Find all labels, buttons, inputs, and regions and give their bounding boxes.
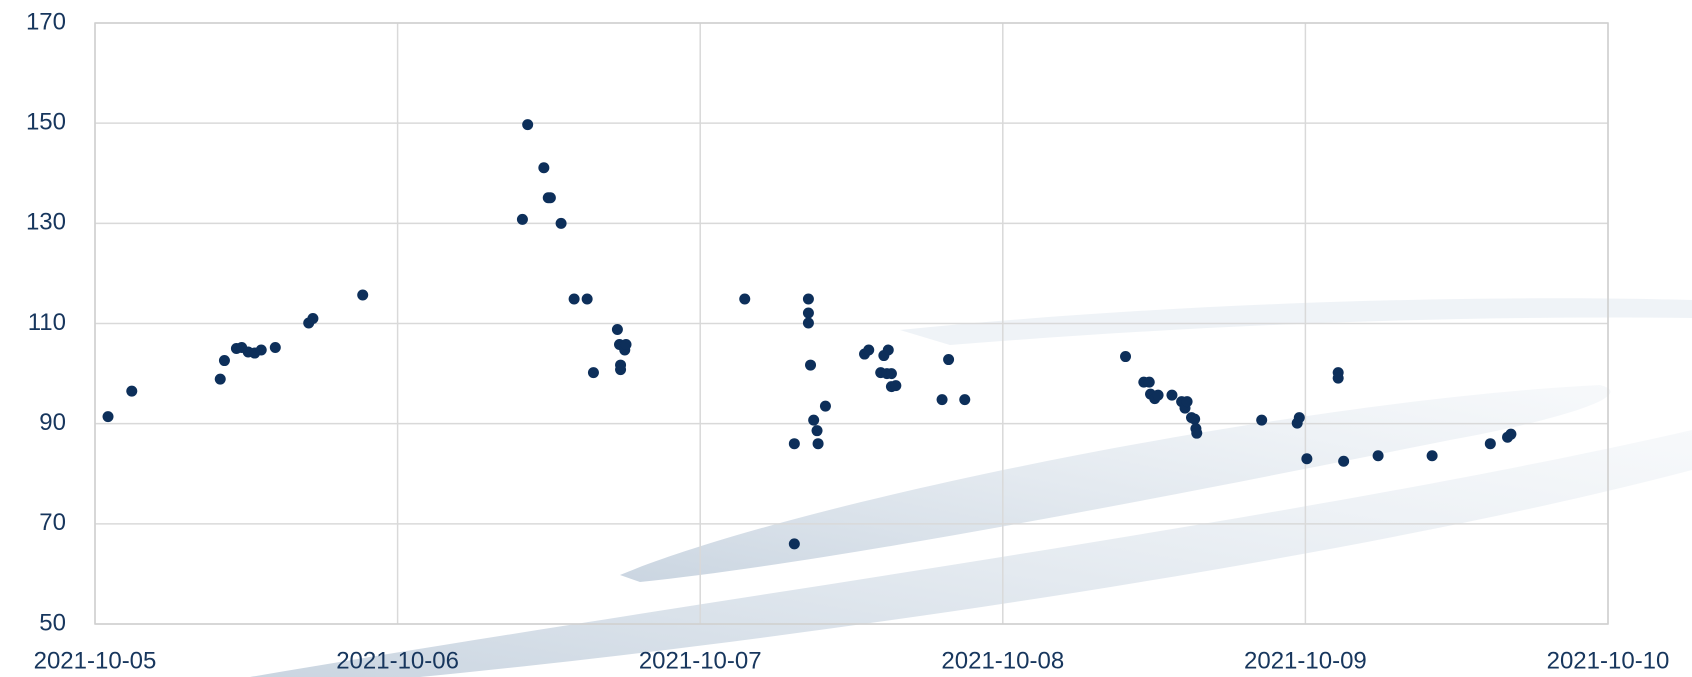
point xyxy=(789,538,800,549)
point xyxy=(1333,373,1344,384)
point xyxy=(890,380,901,391)
point xyxy=(803,293,814,304)
point xyxy=(538,162,549,173)
point xyxy=(517,214,528,225)
point xyxy=(126,386,137,397)
point xyxy=(959,394,970,405)
point xyxy=(886,368,897,379)
point xyxy=(103,411,114,422)
x-tick-label: 2021-10-07 xyxy=(639,647,762,674)
point xyxy=(808,415,819,426)
point xyxy=(805,360,816,371)
point xyxy=(1120,351,1131,362)
point xyxy=(1294,412,1305,423)
point xyxy=(803,307,814,318)
y-tick-label: 50 xyxy=(39,609,66,636)
point xyxy=(1166,390,1177,401)
y-tick-label: 70 xyxy=(39,509,66,536)
point xyxy=(582,293,593,304)
point xyxy=(1505,429,1516,440)
point xyxy=(1485,438,1496,449)
point xyxy=(1153,390,1164,401)
point xyxy=(1373,450,1384,461)
point xyxy=(1256,415,1267,426)
point xyxy=(1182,396,1193,407)
point xyxy=(615,364,626,375)
point xyxy=(943,354,954,365)
point xyxy=(739,293,750,304)
point xyxy=(883,345,894,356)
point xyxy=(812,425,823,436)
point xyxy=(612,324,623,335)
point xyxy=(1338,456,1349,467)
point xyxy=(1144,377,1155,388)
y-tick-label: 150 xyxy=(26,109,66,136)
point xyxy=(307,313,318,324)
y-tick-label: 90 xyxy=(39,409,66,436)
chart: 50 70 90 110 130 150 170 2021-10-05 2021-10-06 20… xyxy=(0,0,1692,677)
x-tick-label: 2021-10-08 xyxy=(941,647,1064,674)
point xyxy=(1301,453,1312,464)
y-tick-label: 110 xyxy=(28,309,66,336)
background-swoosh xyxy=(900,298,1692,345)
point xyxy=(813,438,824,449)
point xyxy=(219,355,230,366)
point xyxy=(270,342,281,353)
point xyxy=(937,394,948,405)
point xyxy=(522,119,533,130)
point xyxy=(863,345,874,356)
x-tick-label: 2021-10-06 xyxy=(336,647,459,674)
point xyxy=(820,401,831,412)
point xyxy=(803,317,814,328)
x-tick-label: 2021-10-05 xyxy=(34,647,157,674)
point xyxy=(357,289,368,300)
y-tick-label: 130 xyxy=(26,209,66,236)
point xyxy=(588,367,599,378)
x-tick-label: 2021-10-10 xyxy=(1547,647,1670,674)
point xyxy=(621,339,632,350)
point xyxy=(215,374,226,385)
background-swoosh xyxy=(250,430,1692,677)
point xyxy=(256,345,267,356)
y-tick-label: 170 xyxy=(26,8,66,35)
x-tick-label: 2021-10-09 xyxy=(1244,647,1367,674)
point xyxy=(1189,414,1200,425)
point xyxy=(789,438,800,449)
point xyxy=(1427,450,1438,461)
point xyxy=(545,192,556,203)
point xyxy=(1191,428,1202,439)
point xyxy=(569,293,580,304)
point xyxy=(556,218,567,229)
